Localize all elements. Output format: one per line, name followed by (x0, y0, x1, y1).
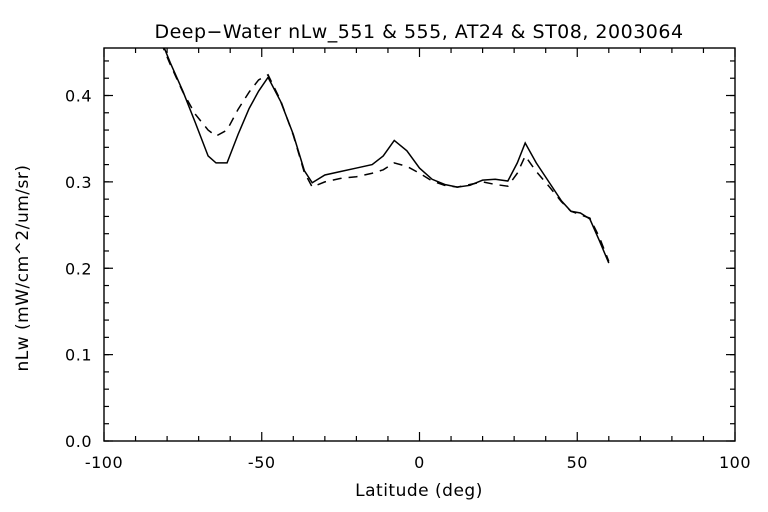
y-axis-tick-labels: 0.0 0.1 0.2 0.3 0.4 (65, 87, 92, 451)
chart-title: Deep−Water nLw_551 & 555, AT24 & ST08, 2… (154, 21, 683, 43)
x-tick-label: 50 (567, 453, 588, 472)
x-axis-tick-labels: -100 -50 0 50 100 (85, 453, 751, 472)
x-tick-label: 0 (414, 453, 425, 472)
y-tick-label: 0.4 (65, 87, 92, 106)
y-tick-label: 0.3 (65, 173, 92, 192)
x-tick-label: -100 (85, 453, 123, 472)
series-dashed (162, 48, 610, 262)
y-tick-label: 0.0 (65, 432, 92, 451)
y-tick-label: 0.1 (65, 346, 92, 365)
x-tick-label: -50 (248, 453, 276, 472)
y-axis-ticks (104, 60, 735, 442)
series-solid (163, 48, 610, 264)
x-axis-ticks (103, 48, 736, 441)
y-tick-label: 0.2 (65, 259, 92, 278)
data-series-layer (162, 48, 610, 264)
x-axis-label: Latitude (deg) (355, 481, 483, 501)
x-tick-label: 100 (719, 453, 751, 472)
y-axis-label: nLw (mW/cm^2/um/sr) (13, 164, 33, 371)
